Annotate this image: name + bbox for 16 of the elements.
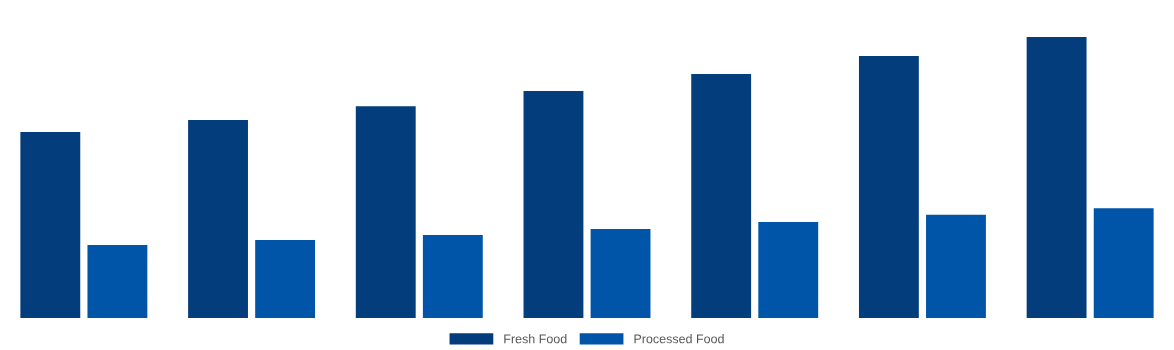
bar — [188, 119, 248, 318]
bar — [758, 221, 819, 318]
bar — [1093, 208, 1154, 318]
legend-label: Fresh Food — [504, 334, 567, 344]
bar — [926, 214, 986, 318]
bar — [255, 239, 316, 318]
bar — [87, 244, 148, 318]
bar — [355, 106, 416, 318]
legend-label: Processed Food — [634, 334, 724, 344]
bar — [523, 90, 584, 318]
bar — [422, 235, 483, 318]
bar — [590, 228, 651, 318]
bar — [1026, 37, 1087, 318]
bar — [20, 131, 81, 318]
bar — [858, 56, 919, 318]
bar — [691, 74, 752, 318]
